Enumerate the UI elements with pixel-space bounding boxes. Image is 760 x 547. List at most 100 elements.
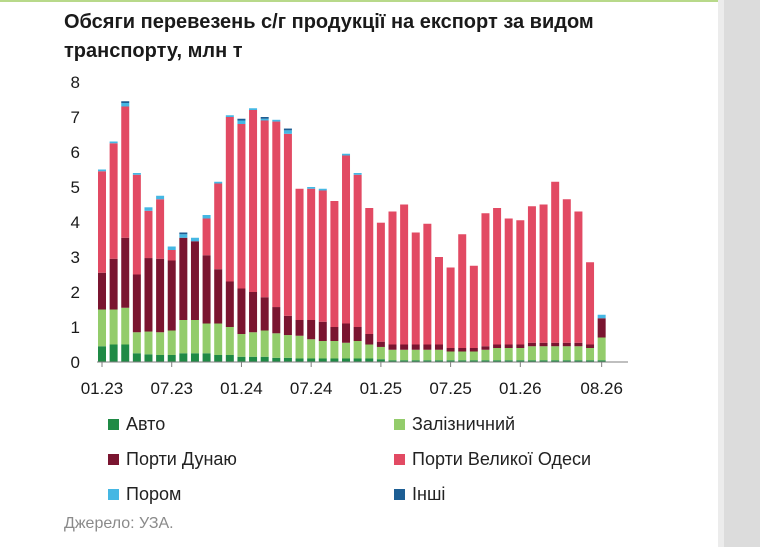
- bar-segment: [493, 348, 502, 361]
- bar-segment: [388, 360, 397, 362]
- bar-segment: [551, 346, 560, 361]
- bar-segment: [121, 344, 130, 362]
- bar-segment: [551, 181, 560, 343]
- bar-segment: [342, 153, 351, 156]
- bar-segment: [283, 315, 292, 336]
- bar-segment: [411, 349, 420, 361]
- bar-segment: [121, 237, 130, 308]
- legend-swatch: [108, 419, 119, 430]
- bar-segment: [156, 355, 165, 362]
- bar-segment: [434, 349, 443, 361]
- bar-segment: [272, 119, 281, 122]
- bar-segment: [214, 183, 223, 270]
- bar-segment: [504, 344, 513, 348]
- bar-segment: [144, 331, 153, 355]
- bar-segment: [574, 360, 583, 362]
- bar-segment: [98, 346, 106, 362]
- bar-segment: [225, 115, 234, 117]
- legend-swatch: [108, 454, 119, 465]
- bar-segment: [481, 360, 490, 362]
- bar-segment: [109, 344, 118, 362]
- bar-segment: [179, 353, 188, 362]
- bar-segment: [214, 181, 223, 184]
- bar-segment: [272, 357, 281, 362]
- bar-segment: [318, 190, 327, 322]
- bar-segment: [527, 360, 536, 362]
- bar-segment: [260, 356, 269, 362]
- bar-segment: [562, 199, 571, 343]
- bar-segment: [562, 342, 571, 347]
- bar-segment: [272, 307, 281, 334]
- bar-segment: [109, 141, 118, 144]
- y-axis: 0 1 2 3 4 5 6 7 8: [71, 73, 80, 372]
- bar-segment: [283, 128, 292, 131]
- bar-segment: [295, 335, 304, 359]
- bar-segment: [423, 344, 432, 350]
- bar-segment: [516, 360, 525, 362]
- bar-segment: [202, 255, 211, 324]
- bar-segment: [597, 314, 606, 319]
- bar-segment: [272, 333, 281, 358]
- y-tick-label: 1: [71, 318, 80, 337]
- bar-segment: [98, 169, 106, 172]
- bar-segment: [481, 213, 490, 347]
- bar-segment: [225, 327, 234, 355]
- legend-label: Порти Великої Одеси: [412, 449, 592, 469]
- bar-segment: [516, 344, 525, 348]
- bar-segment: [144, 258, 153, 332]
- bar-segment: [167, 260, 176, 331]
- bar-segment: [365, 344, 374, 359]
- bar-segment: [481, 349, 490, 361]
- bar-segment: [167, 246, 176, 250]
- bar-segment: [202, 218, 211, 256]
- bar-segment: [551, 360, 560, 362]
- bar-segment: [376, 222, 385, 342]
- bar-segment: [295, 188, 304, 320]
- bar-segment: [98, 171, 106, 273]
- bar-segment: [365, 358, 374, 362]
- bar-segment: [574, 342, 583, 347]
- bar-segment: [214, 323, 223, 355]
- bar-segment: [132, 173, 141, 175]
- bar-segment: [469, 265, 478, 348]
- bar-segment: [190, 353, 199, 362]
- legend-item: Інші: [394, 484, 445, 505]
- bar-segment: [423, 223, 432, 345]
- bar-segment: [225, 117, 234, 282]
- bar-segment: [283, 357, 292, 362]
- bar-segment: [434, 344, 443, 350]
- bar-segment: [493, 360, 502, 362]
- legend-swatch: [394, 419, 405, 430]
- bar-segment: [388, 349, 397, 361]
- bar-segment: [121, 106, 130, 238]
- bar-segment: [597, 360, 606, 362]
- bar-segment: [283, 133, 292, 316]
- bar-series-group: [98, 101, 606, 362]
- bar-segment: [353, 327, 362, 341]
- bar-segment: [260, 330, 269, 357]
- bar-segment: [179, 234, 188, 238]
- y-tick-label: 7: [71, 108, 80, 127]
- bar-segment: [516, 220, 525, 345]
- bar-segment: [446, 351, 455, 361]
- x-tick-label: 01.23: [81, 379, 124, 398]
- bar-segment: [446, 267, 455, 348]
- bar-segment: [411, 344, 420, 350]
- bar-segment: [249, 356, 258, 362]
- bar-segment: [469, 351, 478, 361]
- bar-segment: [586, 262, 595, 345]
- bar-segment: [376, 341, 385, 347]
- right-divider-strip: [718, 0, 724, 547]
- bar-segment: [551, 342, 560, 347]
- bar-segment: [132, 353, 141, 362]
- bar-segment: [539, 204, 548, 343]
- bar-segment: [411, 232, 420, 345]
- bar-segment: [574, 346, 583, 361]
- bar-segment: [330, 358, 339, 362]
- bar-segment: [202, 215, 211, 219]
- bar-segment: [400, 344, 409, 350]
- right-side-panel: [724, 0, 760, 547]
- source-note: Джерело: УЗА.: [64, 515, 174, 532]
- y-tick-label: 2: [71, 283, 80, 302]
- bar-segment: [365, 208, 374, 334]
